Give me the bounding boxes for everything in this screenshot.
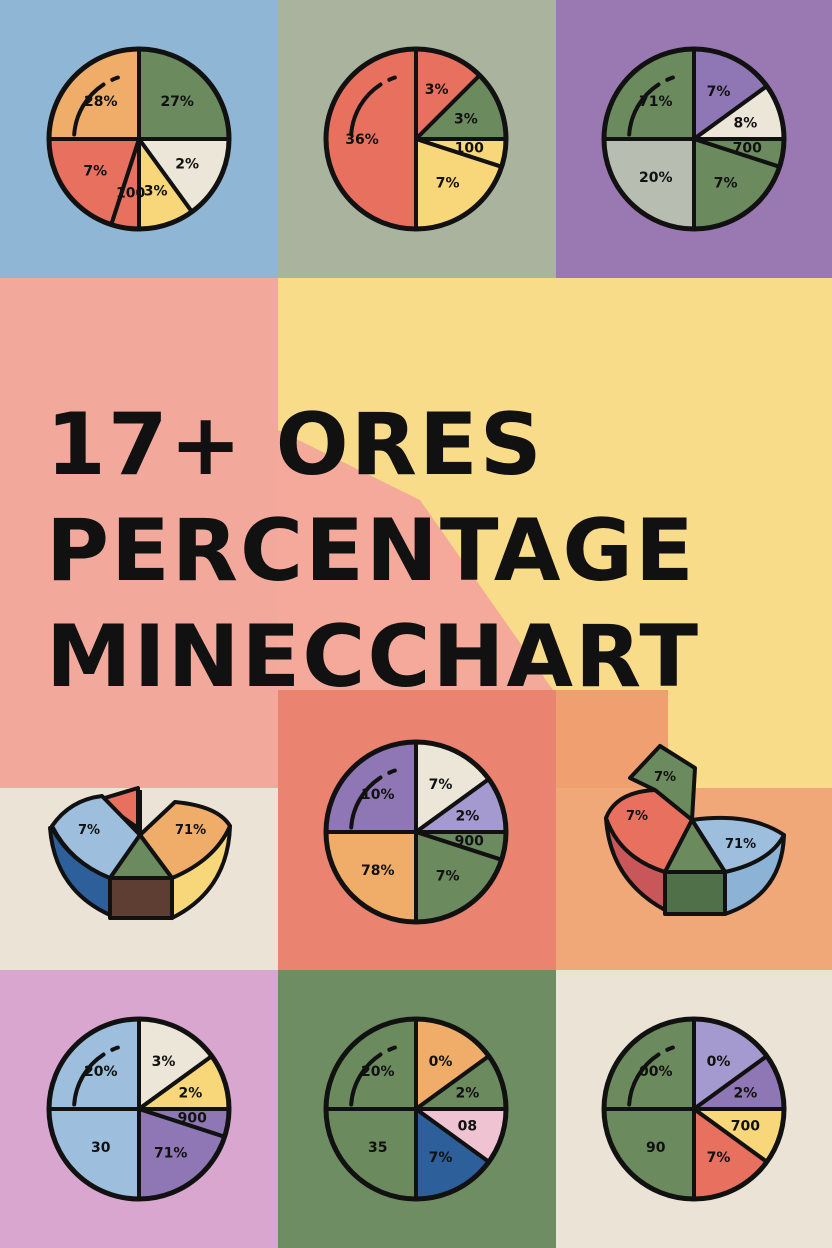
chart-3d-middle-left: 7% 71% <box>48 786 232 920</box>
pie-outline <box>323 46 509 232</box>
pie-slice-label: 7% <box>429 777 453 793</box>
pie-slice-label: 0% <box>707 1054 731 1070</box>
chart-3d-middle-right: 7% 7% 71% <box>604 744 786 916</box>
pie-chart-bottom-center: 0%2% 08 7% 35 20% <box>323 1016 509 1202</box>
pie-slice-label: 3% <box>152 1054 176 1070</box>
pie-highlight-arc <box>72 72 137 137</box>
pie-slice-label: 7% <box>707 84 731 100</box>
pie-3d-label-right: 71% <box>725 837 756 852</box>
pie-3d-top-green <box>108 833 174 880</box>
pie-outline <box>323 1016 509 1202</box>
pie-slice-label: 35 <box>368 1140 387 1156</box>
pie-slice-label: 20% <box>639 170 673 186</box>
pie-slice-label: 10% <box>361 787 395 803</box>
pie-slice-label: 36% <box>345 132 379 148</box>
pie-highlight-arc <box>627 1042 692 1107</box>
pie-3d-label-top: 7% <box>654 770 676 785</box>
pie-3d-top-green-shard <box>628 744 697 822</box>
pie-chart-bottom-left: 3%2% 900 71% 30 20% <box>46 1016 232 1202</box>
pie-slice-label: 3% <box>144 183 168 199</box>
pie-3d-side-brown <box>108 876 174 920</box>
pie-slice-label: 90 <box>646 1140 666 1156</box>
pie-slice-label: 100 <box>455 140 484 156</box>
pie-3d-label-right: 71% <box>175 823 206 838</box>
pie-3d-top-green <box>663 818 727 874</box>
pie-3d-side-green <box>663 870 727 916</box>
pie-slice-label: 2% <box>734 1085 758 1101</box>
pie-slice-label: 7% <box>429 1150 453 1166</box>
pie-chart-top-left: 27% 2% 3%100 7% 28% <box>46 46 232 232</box>
pie-slice-label: 08 <box>458 1119 477 1135</box>
pie-outline <box>601 46 787 232</box>
pie-slice-label: 0% <box>429 1054 453 1070</box>
pie-slice-label: 2% <box>175 157 199 173</box>
title-line-1: 17+ ORES <box>46 395 544 495</box>
pie-slice-label: 900 <box>178 1110 207 1126</box>
pie-slice-label: 7% <box>714 176 738 192</box>
pie-slice-label: 28% <box>84 94 118 110</box>
pie-slice-label: 20% <box>361 1064 395 1080</box>
pie-highlight-arc <box>627 72 692 137</box>
pie-slice-label: 3% <box>425 82 449 98</box>
pie-3d-label-left: 7% <box>626 809 648 824</box>
pie-slice-label: 700 <box>731 1119 760 1135</box>
pie-outline <box>601 1016 787 1202</box>
pie-slice-label: 78% <box>361 863 395 879</box>
pie-slice-label: 00% <box>639 1064 673 1080</box>
pie-outline <box>46 46 232 232</box>
pie-slice-label: 7% <box>707 1150 731 1166</box>
pie-3d-label-left: 7% <box>78 823 100 838</box>
pie-slice-label: 2% <box>179 1085 203 1101</box>
pie-slice-label: 3% <box>454 111 478 127</box>
pie-slice-label: 71% <box>639 94 673 110</box>
pie-highlight-arc <box>349 1042 414 1107</box>
title-line-2: PERCENTAGE <box>46 501 696 601</box>
pie-chart-top-center: 3% 3% 100 7% 36% <box>323 46 509 232</box>
pie-slice-label: 100 <box>116 185 145 201</box>
pie-slice-label: 30 <box>91 1140 111 1156</box>
pie-3d-top-orange <box>138 800 232 880</box>
pie-slice-label: 20% <box>84 1064 118 1080</box>
pie-slice-label: 7% <box>436 176 460 192</box>
pie-slice-label: 2% <box>456 1085 480 1101</box>
pie-3d-top-blue <box>690 815 786 874</box>
pie-highlight-arc <box>349 765 414 830</box>
pie-slice-label: 7% <box>436 869 460 885</box>
bg-panel-title-left <box>0 278 278 788</box>
pie-highlight-arc <box>72 1042 137 1107</box>
pie-slice-label: 700 <box>733 140 762 156</box>
pie-slice-label: 8% <box>734 115 758 131</box>
title-line-3: MINECCHART <box>46 607 701 707</box>
pie-slice-label: 71% <box>154 1146 188 1162</box>
pie-slice-label: 2% <box>456 808 480 824</box>
bg-diagonal-strip <box>278 430 560 700</box>
pie-slice-label: 27% <box>160 94 194 110</box>
pie-slice-label: 7% <box>83 164 107 180</box>
pie-outline <box>46 1016 232 1202</box>
pie-slice-label: 900 <box>455 833 484 849</box>
pie-highlight-arc <box>349 72 414 137</box>
pie-outline <box>323 739 509 925</box>
poster-title: 17+ ORES PERCENTAGE MINECCHART <box>46 392 806 710</box>
